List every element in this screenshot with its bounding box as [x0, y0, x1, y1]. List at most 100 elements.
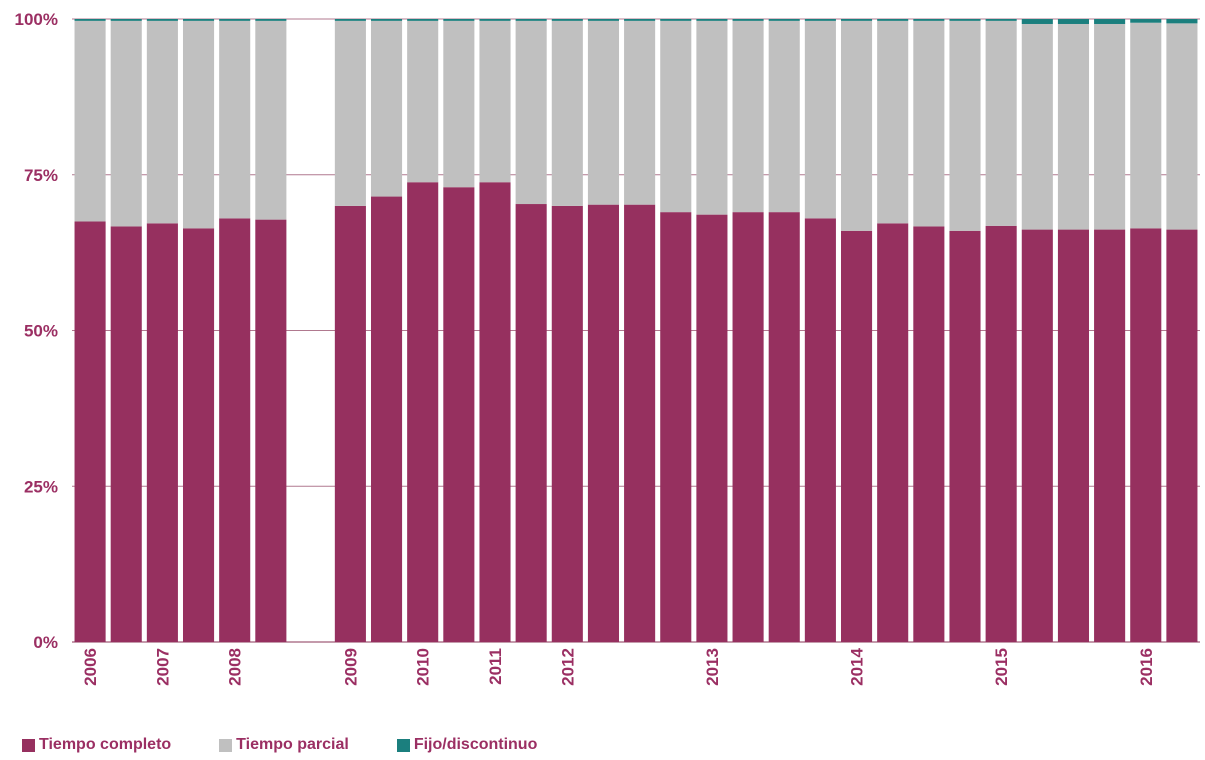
bar-segment-tiempo-parcial: [443, 20, 475, 188]
y-axis: 0% 25% 50% 75% 100%: [15, 10, 58, 652]
bar-group: [74, 19, 106, 642]
x-tick-label: 2007: [153, 648, 172, 686]
bar-segment-tiempo-parcial: [74, 20, 106, 222]
bar-group: [913, 19, 945, 643]
bar-segment-fijo-discontinuo: [587, 19, 620, 21]
bar-segment-tiempo-parcial: [182, 20, 215, 229]
bar-segment-tiempo-completo: [1021, 229, 1053, 642]
bar-segment-tiempo-completo: [443, 187, 475, 642]
bar-group: [1057, 19, 1090, 642]
bar-group: [255, 19, 287, 642]
bar-segment-tiempo-completo: [985, 225, 1017, 642]
x-tick-label: 2016: [1137, 648, 1156, 686]
bar-segment-tiempo-completo: [551, 205, 583, 642]
bar-segment-tiempo-parcial: [1021, 23, 1053, 230]
bar-segment-fijo-discontinuo: [515, 19, 547, 21]
bar-segment-fijo-discontinuo: [443, 19, 475, 21]
x-tick-label: 2013: [703, 648, 722, 686]
y-tick-label: 0%: [33, 633, 58, 652]
bar-segment-fijo-discontinuo: [1094, 19, 1126, 24]
bar-segment-tiempo-completo: [1130, 228, 1162, 642]
bar-segment-tiempo-completo: [255, 219, 287, 642]
y-tick-label: 50%: [24, 322, 58, 341]
bar-segment-tiempo-completo: [479, 182, 511, 642]
bar-segment-fijo-discontinuo: [1021, 19, 1053, 24]
x-tick-label: 2006: [81, 648, 100, 686]
bar-segment-tiempo-completo: [768, 212, 800, 642]
x-tick-label: 2009: [341, 648, 360, 686]
legend-label-tiempo-completo: Tiempo completo: [39, 736, 172, 753]
bar-segment-fijo-discontinuo: [551, 19, 583, 21]
bar-group: [407, 19, 439, 642]
bar-group: [479, 19, 511, 642]
bar-segment-tiempo-parcial: [768, 20, 800, 213]
bar-group: [1130, 19, 1162, 642]
bar-segment-tiempo-parcial: [370, 20, 403, 197]
bar-segment-tiempo-parcial: [949, 20, 981, 231]
bar-segment-tiempo-completo: [587, 204, 620, 643]
bar-segment-tiempo-parcial: [985, 20, 1017, 226]
bar-segment-fijo-discontinuo: [804, 19, 836, 21]
x-tick-label: 2014: [848, 647, 867, 685]
bar-segment-tiempo-completo: [804, 218, 836, 643]
bar-segment-tiempo-parcial: [696, 20, 728, 215]
stacked-bar-chart: 0% 25% 50% 75% 100% 2006 2007 2008 2009 2010 2011…: [15, 10, 1200, 686]
bar-group: [985, 19, 1017, 642]
bar-segment-tiempo-parcial: [587, 20, 620, 205]
bar-segment-tiempo-completo: [219, 218, 251, 643]
bar-segment-fijo-discontinuo: [732, 19, 764, 21]
bar-segment-fijo-discontinuo: [624, 19, 656, 21]
bar-segment-tiempo-parcial: [1094, 23, 1126, 230]
bar-segment-tiempo-parcial: [515, 20, 547, 205]
legend-item-tiempo-completo: Tiempo completo: [22, 736, 171, 754]
x-tick-label: 2008: [226, 648, 245, 686]
bar-group: [660, 19, 692, 642]
bar-group: [334, 19, 366, 642]
bar-group: [515, 19, 547, 642]
x-tick-label: 2010: [414, 648, 433, 686]
legend-swatch-fijo-discontinuo: [396, 738, 410, 752]
bar-segment-fijo-discontinuo: [182, 19, 215, 21]
bar-group: [1021, 19, 1053, 642]
bar-segment-fijo-discontinuo: [479, 19, 511, 21]
bar-segment-tiempo-completo: [624, 204, 656, 643]
bar-group: [443, 19, 475, 642]
bar-segment-tiempo-parcial: [219, 20, 251, 219]
bar-segment-tiempo-completo: [840, 230, 873, 642]
bar-group: [696, 19, 728, 642]
bar-segment-tiempo-completo: [877, 223, 909, 642]
bar-group: [219, 19, 251, 643]
bar-segment-fijo-discontinuo: [74, 19, 106, 21]
bar-segment-tiempo-parcial: [407, 20, 439, 183]
bar-segment-fijo-discontinuo: [407, 19, 439, 21]
bar-segment-tiempo-parcial: [255, 20, 287, 220]
x-axis: 2006 2007 2008 2009 2010 2011 2012 2013 2014 2015…: [81, 647, 1156, 685]
y-tick-label: 25%: [24, 477, 58, 496]
bar-segment-tiempo-completo: [334, 205, 366, 642]
bar-segment-tiempo-completo: [74, 221, 106, 642]
bar-segment-tiempo-parcial: [110, 20, 142, 227]
x-tick-label: 2011: [486, 648, 505, 685]
y-tick-label: 75%: [24, 166, 58, 185]
bar-segment-fijo-discontinuo: [660, 19, 692, 21]
bar-group: [949, 19, 981, 642]
bar-segment-tiempo-parcial: [334, 20, 366, 206]
legend-item-fijo-discontinuo: Fijo/discontinuo: [396, 736, 537, 754]
bar-segment-fijo-discontinuo: [840, 19, 873, 21]
bar-segment-fijo-discontinuo: [334, 19, 366, 21]
bar-segment-tiempo-parcial: [804, 20, 836, 219]
bar-segment-fijo-discontinuo: [370, 19, 403, 21]
bar-segment-tiempo-completo: [370, 196, 403, 642]
bar-segment-tiempo-parcial: [732, 20, 764, 213]
bar-segment-tiempo-completo: [696, 214, 728, 642]
bar-group: [732, 19, 764, 642]
bar-segment-tiempo-completo: [949, 230, 981, 642]
bar-segment-tiempo-completo: [182, 228, 215, 642]
bar-segment-tiempo-completo: [110, 226, 142, 643]
bar-group: [587, 19, 620, 643]
bar-segment-tiempo-parcial: [913, 20, 945, 227]
bar-group: [110, 19, 142, 643]
x-tick-label: 2015: [992, 648, 1011, 686]
bar-group: [624, 19, 656, 643]
legend-item-tiempo-parcial: Tiempo parcial: [219, 736, 349, 754]
